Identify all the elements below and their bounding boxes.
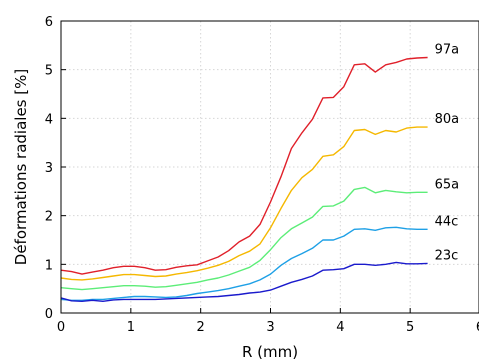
x-tick-label: 4: [336, 320, 344, 335]
series-line-44c: [60, 226, 428, 301]
series-line-23c: [60, 261, 428, 302]
axis-ticks: 0 1 2 3 4 5 6 0 1 2 3 4 5 6: [45, 15, 479, 335]
series-label-97a: 97a: [435, 43, 460, 58]
y-axis-title: Déformations radiales [%]: [12, 69, 30, 265]
y-tick-label: 2: [45, 210, 53, 225]
x-tick-label: 5: [406, 320, 414, 335]
series-line-80a: [60, 126, 428, 281]
series-label-44c: 44c: [435, 214, 459, 229]
x-tick-label: 2: [197, 320, 205, 335]
y-tick-label: 1: [45, 258, 53, 273]
y-tick-label: 6: [45, 15, 53, 30]
y-tick-label: 0: [45, 307, 53, 322]
series-label-23c: 23c: [435, 248, 459, 263]
x-tick-label: 6: [476, 320, 479, 335]
grid: [61, 21, 479, 313]
series-labels: 97a 80a 65a 44c 23c: [435, 43, 460, 264]
series-line-65a: [60, 186, 428, 291]
x-tick-label: 1: [127, 320, 135, 335]
x-tick-label: 3: [266, 320, 274, 335]
y-tick-label: 4: [45, 112, 53, 127]
x-axis-title: R (mm): [242, 343, 298, 361]
x-tick-label: 0: [57, 320, 65, 335]
series-lines: [60, 56, 428, 302]
y-tick-label: 3: [45, 161, 53, 176]
series-label-65a: 65a: [435, 177, 460, 192]
y-tick-label: 5: [45, 64, 53, 79]
series-line-97a: [60, 56, 428, 275]
series-label-80a: 80a: [435, 112, 460, 127]
